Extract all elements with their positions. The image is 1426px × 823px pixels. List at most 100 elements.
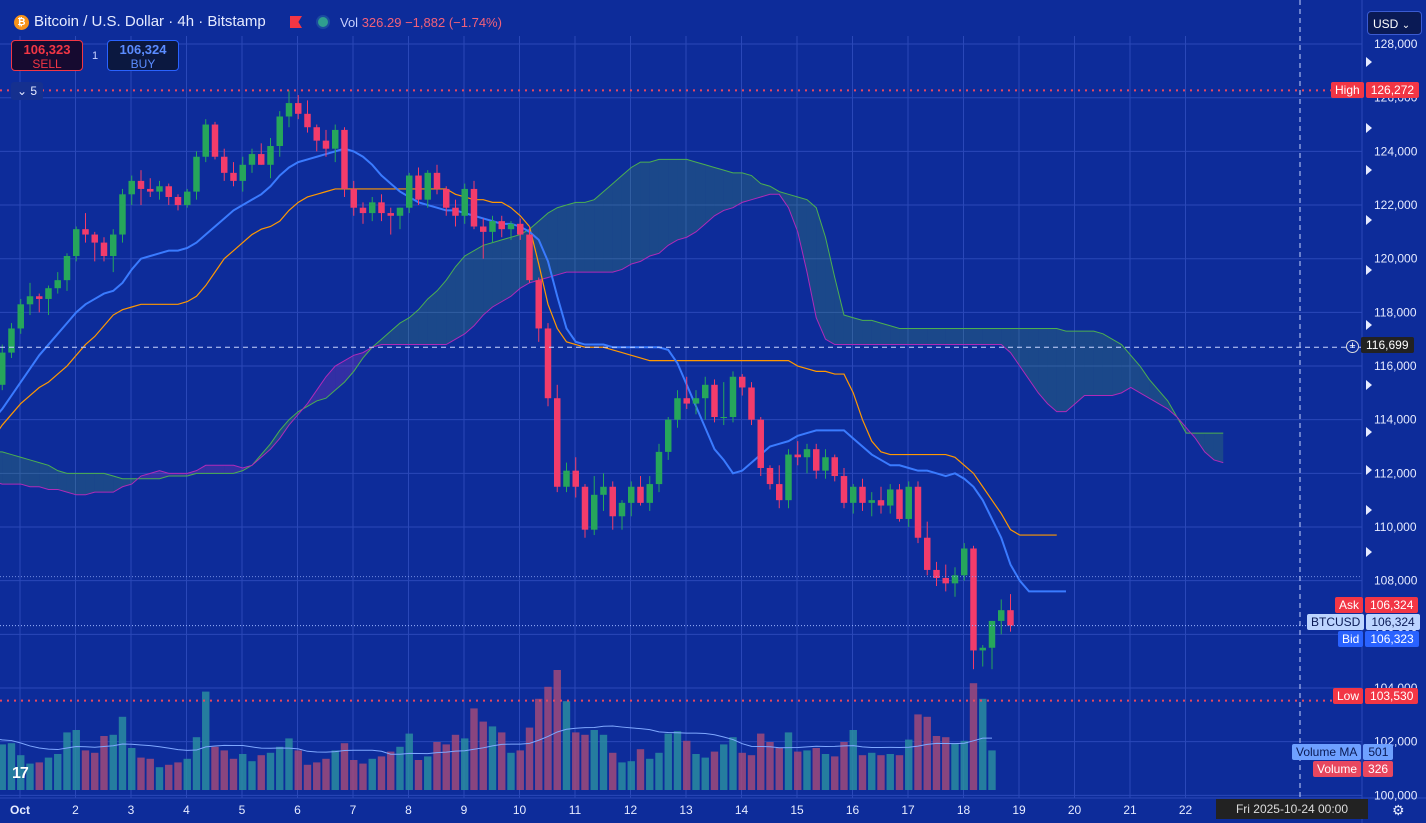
candle-body: [174, 196, 182, 206]
cloud-segment: [714, 167, 724, 216]
cloud-segment: [538, 213, 548, 281]
indicators-toggle[interactable]: ⌄ 5: [11, 82, 43, 100]
volume-ma-key: Volume MA: [1292, 744, 1362, 760]
symbol-key: BTCUSD: [1307, 614, 1365, 630]
cloud-segment: [695, 162, 706, 232]
candle-body: [489, 221, 496, 232]
cloud-segment: [964, 328, 974, 345]
volume-bar: [775, 748, 783, 790]
volume-bar: [340, 743, 349, 790]
y-tick-label: 128,000: [1374, 37, 1418, 51]
volume-bar: [202, 691, 210, 790]
currency-select[interactable]: USD ⌄: [1367, 11, 1422, 35]
candle-body: [1007, 610, 1014, 626]
y-tick-label: 120,000: [1374, 252, 1418, 266]
cloud-segment: [1204, 433, 1214, 460]
cloud-segment: [1056, 328, 1066, 412]
plus-circle-icon[interactable]: +: [1346, 340, 1359, 353]
cloud-segment: [501, 237, 511, 302]
buy-button[interactable]: 106,324 BUY: [107, 40, 179, 71]
x-tick-label: 3: [128, 803, 135, 817]
candle-body: [36, 296, 43, 299]
y-tick-label: 112,000: [1374, 466, 1417, 480]
candle-body: [45, 288, 52, 299]
cloud-segment: [631, 162, 641, 265]
volume-bar: [350, 760, 358, 790]
candle-body: [128, 180, 135, 195]
candle-body: [757, 419, 764, 468]
volume-bar: [433, 742, 441, 790]
candle-body: [498, 221, 505, 230]
span-b-line: [0, 193, 1224, 496]
cloud-segment: [76, 473, 86, 495]
sell-button[interactable]: 106,323 SELL: [11, 40, 83, 71]
y-tick-label: 100,000: [1374, 788, 1418, 802]
volume-bar: [294, 750, 302, 790]
gear-icon[interactable]: ⚙: [1392, 802, 1405, 818]
candle-body: [535, 280, 542, 329]
symbol-value: 106,324: [1366, 614, 1420, 630]
scale-marker-icon: [1366, 547, 1372, 557]
cloud-segment: [455, 256, 465, 340]
candle-body: [396, 207, 404, 216]
candle-body: [285, 103, 293, 117]
volume-bar: [710, 751, 719, 790]
cloud-segment: [57, 470, 67, 493]
candle-body: [961, 548, 968, 576]
cloud-segment: [1158, 390, 1168, 409]
candle-body: [970, 548, 977, 651]
cloud-segment: [557, 205, 567, 275]
cloud-segment: [769, 186, 780, 195]
cloud-segment: [982, 328, 992, 345]
cloud-segment: [1001, 328, 1011, 353]
cloud-segment: [668, 159, 678, 246]
candle-body: [951, 575, 959, 584]
cloud-segment: [732, 172, 743, 208]
y-tick-label: 118,000: [1374, 305, 1417, 319]
candle-body: [572, 470, 579, 487]
cloud-segment: [890, 325, 900, 345]
volume-bar: [636, 749, 645, 790]
x-tick-label: 4: [183, 803, 190, 817]
volume-bar: [831, 756, 839, 790]
cloud-segment: [483, 242, 493, 316]
cloud-segment: [742, 172, 752, 203]
cloud-segment: [853, 317, 863, 345]
bitcoin-icon: ₿: [14, 15, 29, 30]
volume-bar: [766, 742, 774, 790]
volume-bar: [303, 764, 312, 790]
flag-icon[interactable]: [290, 16, 302, 28]
volume-bar: [525, 727, 534, 790]
kijun-line: [0, 188, 1057, 536]
candle-body: [840, 476, 848, 503]
x-tick-label: 13: [679, 803, 693, 817]
vol-change: −1,882 (−1.74%): [405, 15, 502, 30]
candle-body: [378, 202, 385, 214]
cloud-segment: [547, 207, 558, 278]
x-tick-label: 15: [790, 803, 804, 817]
candle-body: [877, 500, 885, 506]
volume-bar: [165, 764, 173, 790]
candle-body: [369, 202, 376, 214]
cloud-segment: [594, 191, 604, 273]
currency-label: USD: [1373, 17, 1399, 31]
cloud-segment: [603, 183, 613, 273]
volume-bar: [211, 746, 219, 790]
x-tick-label: 19: [1012, 803, 1026, 817]
cloud-segment: [85, 473, 95, 495]
ask-price-tag: Ask 106,324: [1335, 597, 1419, 613]
volume-bar: [146, 758, 154, 790]
cloud-segment: [427, 290, 437, 345]
cloud-segment: [1213, 433, 1224, 463]
cloud-segment: [409, 309, 419, 345]
candle-body: [433, 172, 441, 189]
x-tick-label: 18: [957, 803, 971, 817]
cloud-segment: [612, 175, 622, 273]
candle-body: [406, 175, 413, 208]
volume-bar: [932, 736, 941, 790]
candle-body: [350, 188, 357, 208]
market-status-icon[interactable]: [318, 17, 328, 27]
low-key: Low: [1333, 688, 1364, 704]
x-tick-label: 7: [350, 803, 357, 817]
